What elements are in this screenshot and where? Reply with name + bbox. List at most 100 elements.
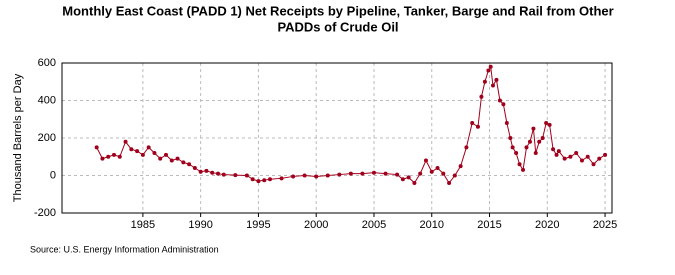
data-point xyxy=(531,126,536,131)
data-point xyxy=(554,152,559,157)
data-point xyxy=(504,121,509,125)
y-tick-label: 400 xyxy=(38,94,56,106)
data-point xyxy=(198,169,203,174)
data-point xyxy=(187,162,192,167)
y-tick-label: 600 xyxy=(38,57,56,69)
data-point xyxy=(562,156,567,161)
x-tick-label: 2025 xyxy=(593,219,617,231)
data-point xyxy=(383,171,388,176)
data-point xyxy=(406,175,411,180)
data-point xyxy=(181,160,186,165)
data-point xyxy=(325,173,330,178)
data-point xyxy=(597,156,602,161)
data-point xyxy=(482,79,487,84)
data-point xyxy=(508,136,513,140)
data-point xyxy=(371,170,376,175)
data-point xyxy=(537,139,542,144)
data-point xyxy=(429,169,434,174)
y-tick-label: -200 xyxy=(34,207,56,219)
data-point xyxy=(100,156,105,161)
data-point xyxy=(494,77,499,82)
chart-title: PADDs of Crude Oil xyxy=(277,19,398,34)
data-point xyxy=(488,64,493,69)
x-tick-label: 2020 xyxy=(535,219,559,231)
data-point xyxy=(163,152,168,157)
data-point xyxy=(400,177,405,182)
data-point xyxy=(517,162,522,167)
data-point xyxy=(117,154,122,159)
data-point xyxy=(556,149,561,154)
y-tick-label: 0 xyxy=(50,169,56,181)
data-point xyxy=(475,124,480,129)
data-point xyxy=(152,151,157,155)
data-point xyxy=(568,154,573,159)
data-point xyxy=(464,145,469,150)
data-point xyxy=(521,167,526,172)
data-point xyxy=(574,151,579,155)
data-point xyxy=(470,121,475,125)
data-point xyxy=(140,152,145,157)
data-point xyxy=(267,177,272,182)
data-point xyxy=(490,83,495,88)
data-point xyxy=(486,68,491,73)
x-tick-label: 1985 xyxy=(131,219,155,231)
data-point xyxy=(302,173,307,178)
data-point xyxy=(123,139,128,144)
data-point xyxy=(527,139,532,144)
data-point xyxy=(412,181,417,185)
data-point xyxy=(215,171,220,176)
data-point xyxy=(418,171,423,176)
source-note: Source: U.S. Energy Information Administ… xyxy=(30,244,219,254)
data-point xyxy=(250,177,255,182)
data-point xyxy=(158,156,163,161)
data-point xyxy=(210,170,215,175)
y-tick-label: 200 xyxy=(38,132,56,144)
data-point xyxy=(501,102,506,107)
data-point xyxy=(169,158,174,163)
data-point xyxy=(244,173,249,178)
data-point xyxy=(348,171,353,176)
x-tick-label: 1995 xyxy=(246,219,270,231)
data-point xyxy=(540,136,545,140)
data-point xyxy=(221,172,226,177)
data-point xyxy=(262,178,267,183)
data-point xyxy=(192,166,197,170)
y-axis-label: Thousand Barrels per Day xyxy=(12,73,24,202)
x-tick-label: 1990 xyxy=(188,219,212,231)
data-point xyxy=(106,154,111,159)
data-point xyxy=(585,154,590,159)
data-point xyxy=(279,176,284,181)
plot-frame xyxy=(61,62,613,214)
data-point xyxy=(479,94,484,99)
data-point xyxy=(395,172,400,177)
data-point xyxy=(129,147,134,152)
data-point xyxy=(458,164,463,169)
data-point xyxy=(314,174,319,179)
data-point xyxy=(533,151,538,155)
data-point xyxy=(423,158,428,163)
data-point xyxy=(135,149,140,154)
data-point xyxy=(360,171,365,176)
data-point xyxy=(204,168,209,173)
x-tick-label: 2015 xyxy=(477,219,501,231)
data-point xyxy=(514,151,519,155)
data-point xyxy=(591,162,596,167)
data-point xyxy=(435,166,440,170)
data-point xyxy=(175,156,180,161)
data-point xyxy=(256,179,261,184)
data-point xyxy=(497,98,502,103)
x-tick-label: 2005 xyxy=(362,219,386,231)
data-point xyxy=(579,158,584,163)
x-tick-label: 2010 xyxy=(420,219,444,231)
data-point xyxy=(524,145,529,150)
data-point xyxy=(551,147,556,152)
data-point xyxy=(544,121,549,125)
x-tick-label: 2000 xyxy=(304,219,328,231)
data-point xyxy=(452,173,457,178)
data-point xyxy=(94,145,99,150)
data-point xyxy=(337,172,342,177)
data-point xyxy=(233,173,238,178)
data-point xyxy=(547,122,552,127)
data-point xyxy=(146,145,151,150)
